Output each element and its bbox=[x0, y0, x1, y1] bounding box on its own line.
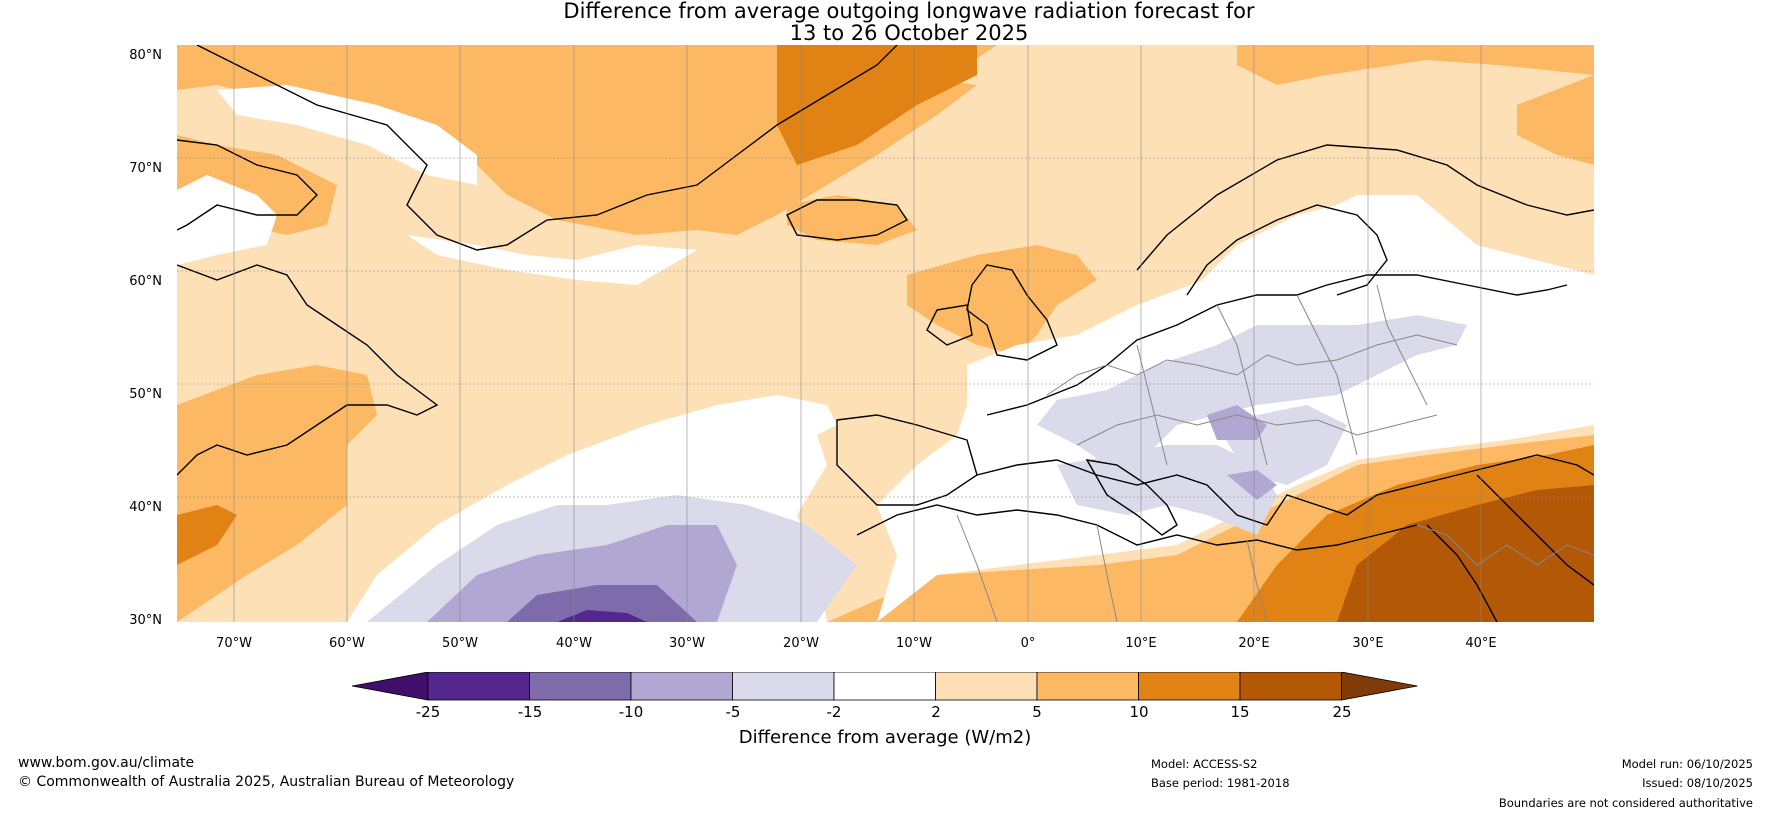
border-middle-east bbox=[1416, 524, 1594, 566]
colorbar-segment bbox=[833, 672, 936, 701]
lon-label: 50°W bbox=[442, 636, 478, 651]
region-orange-east-edge bbox=[1517, 75, 1594, 165]
colorbar-tick-label: 2 bbox=[931, 703, 941, 721]
colorbar-tick-label: -25 bbox=[415, 703, 441, 721]
lat-label: 30°N bbox=[129, 613, 162, 628]
coast-iberia bbox=[836, 414, 978, 506]
border-north-africa bbox=[956, 514, 998, 622]
border-north-africa-3 bbox=[1246, 539, 1268, 622]
base-period-text: Base period: 1981-2018 bbox=[1151, 776, 1290, 790]
lon-label: 40°W bbox=[556, 636, 592, 651]
border-north-africa-2 bbox=[1096, 524, 1118, 622]
coast-scandinavia bbox=[1136, 144, 1594, 271]
country-borders bbox=[956, 284, 1594, 622]
coastlines bbox=[177, 45, 1594, 622]
coast-red-sea bbox=[1426, 524, 1498, 622]
coast-europe bbox=[986, 274, 1568, 416]
coast-greenland bbox=[196, 45, 898, 251]
lon-label: 30°W bbox=[669, 636, 705, 651]
coast-labrador bbox=[177, 264, 439, 476]
lon-label: 10°E bbox=[1125, 636, 1157, 651]
coast-mediterranean-north bbox=[976, 454, 1594, 526]
region-orange-greenland bbox=[177, 45, 1594, 235]
border-europe-3 bbox=[1136, 344, 1168, 466]
lon-label: 40°E bbox=[1465, 636, 1497, 651]
copyright-text: © Commonwealth of Australia 2025, Austra… bbox=[18, 774, 515, 790]
border-europe-2 bbox=[1076, 414, 1438, 446]
lon-label: 0° bbox=[1020, 636, 1036, 651]
lat-label: 80°N bbox=[129, 48, 162, 63]
region-orange-greenland-dark bbox=[777, 45, 977, 165]
colorbar-extend-low bbox=[352, 672, 429, 701]
region-darkest-purple-atlantic bbox=[557, 610, 647, 622]
lat-label: 40°N bbox=[129, 500, 162, 515]
coast-ireland bbox=[926, 304, 973, 346]
coast-scandinavia-south bbox=[1186, 204, 1388, 296]
anomaly-map bbox=[177, 45, 1594, 622]
map-title-line2: 13 to 26 October 2025 bbox=[789, 21, 1029, 45]
colorbar-extend-high bbox=[1341, 672, 1418, 701]
border-europe-6 bbox=[1376, 284, 1428, 406]
region-deep-purple-atlantic bbox=[507, 585, 697, 622]
region-orange-greenland-east bbox=[507, 80, 977, 235]
colorbar-tick-label: -10 bbox=[618, 703, 644, 721]
colorbar bbox=[352, 672, 1418, 701]
colorbar-tick-label: 10 bbox=[1129, 703, 1149, 721]
lon-label: 10°W bbox=[896, 636, 932, 651]
region-orange-britain bbox=[907, 245, 1097, 355]
map-title-line1: Difference from average outgoing longwav… bbox=[563, 0, 1255, 23]
region-lavender-europe bbox=[1037, 315, 1467, 465]
border-europe-4 bbox=[1216, 304, 1268, 466]
region-lavender-italy bbox=[1057, 445, 1277, 535]
colorbar-segment bbox=[529, 672, 632, 701]
colorbar-segment bbox=[1036, 672, 1139, 701]
border-europe-5 bbox=[1296, 294, 1358, 456]
lon-label: 20°E bbox=[1238, 636, 1270, 651]
colorbar-segment bbox=[630, 672, 733, 701]
colorbar-segment bbox=[427, 672, 530, 701]
border-europe-1 bbox=[1046, 334, 1458, 396]
colorbar-segment bbox=[1239, 672, 1342, 701]
coast-britain bbox=[966, 264, 1058, 361]
graticule bbox=[177, 45, 1594, 622]
region-purple-adriatic bbox=[1227, 470, 1277, 500]
region-neutral-south-greenland bbox=[407, 235, 697, 285]
model-run-text: Model run: 06/10/2025 bbox=[1621, 757, 1753, 771]
lat-label: 70°N bbox=[129, 161, 162, 176]
lat-label: 50°N bbox=[129, 387, 162, 402]
model-text: Model: ACCESS-S2 bbox=[1151, 757, 1258, 771]
region-orange-canada-east bbox=[177, 365, 377, 622]
region-orange-iceland bbox=[787, 195, 917, 245]
disclaimer-text: Boundaries are not considered authoritat… bbox=[1498, 796, 1753, 810]
colorbar-tick-label: -15 bbox=[517, 703, 543, 721]
coast-iceland bbox=[786, 199, 909, 241]
lon-label: 20°W bbox=[783, 636, 819, 651]
lon-label: 70°W bbox=[216, 636, 252, 651]
coast-north-africa bbox=[856, 504, 1418, 551]
coast-arabia bbox=[1476, 474, 1594, 586]
coast-baffin bbox=[177, 139, 318, 231]
colorbar-segment bbox=[1138, 672, 1241, 701]
lon-label: 30°E bbox=[1352, 636, 1384, 651]
lat-label: 60°N bbox=[129, 274, 162, 289]
colorbar-tick-label: -2 bbox=[826, 703, 842, 721]
colorbar-tick-label: 25 bbox=[1332, 703, 1352, 721]
colorbar-tick-label: 5 bbox=[1032, 703, 1042, 721]
region-neutral-labrador bbox=[177, 175, 277, 265]
coast-italy bbox=[1085, 459, 1178, 536]
colorbar-tick-label: -5 bbox=[725, 703, 741, 721]
colorbar-title: Difference from average (W/m2) bbox=[738, 727, 1032, 748]
colorbar-tick-label: 15 bbox=[1230, 703, 1250, 721]
website-text: www.bom.gov.au/climate bbox=[18, 755, 195, 771]
region-orange-gulf bbox=[177, 505, 237, 565]
issued-text: Issued: 08/10/2025 bbox=[1642, 776, 1753, 790]
region-purple-europe-core bbox=[1207, 405, 1267, 440]
region-neutral-scandinavia bbox=[1197, 205, 1377, 305]
region-orange-northeast bbox=[1237, 45, 1594, 85]
colorbar-segment bbox=[935, 672, 1038, 701]
colorbar-segment bbox=[732, 672, 835, 701]
lon-label: 60°W bbox=[329, 636, 365, 651]
